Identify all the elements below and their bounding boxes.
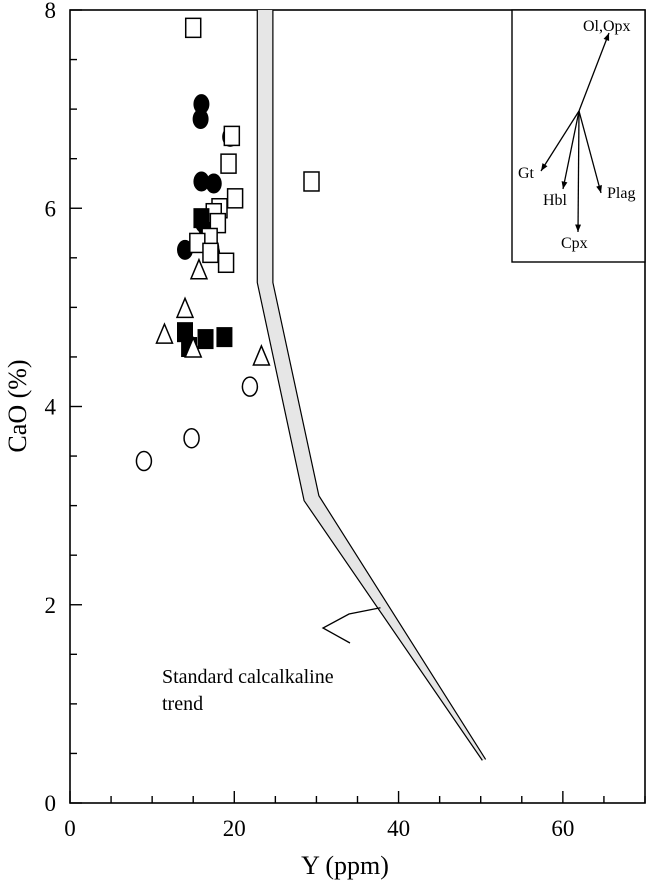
- open-square-point: [184, 17, 202, 39]
- x-axis-ticks: [69, 791, 646, 803]
- filled-circle-point: [192, 109, 209, 130]
- open-circle-point: [183, 427, 200, 449]
- inset-arrow-line: [540, 110, 580, 172]
- filled-square-point: [193, 208, 210, 229]
- inset-arrow-line: [577, 110, 580, 233]
- open-square-point: [220, 153, 237, 174]
- annotation-line-1: Standard calcalkaline: [162, 666, 334, 688]
- open-triangle-point: [189, 257, 209, 280]
- y-axis-title: CaO (%): [3, 359, 32, 452]
- open-triangle-point: [252, 344, 271, 366]
- inset-arrows: [540, 32, 610, 233]
- filled-square-point: [197, 329, 214, 350]
- x-tick-label: 0: [64, 816, 76, 841]
- x-tick-label: 20: [223, 816, 246, 841]
- inset-label-plag: Plag: [607, 185, 635, 202]
- inset-vector-diagram: Ol,Opx Gt Hbl Cpx Plag: [511, 9, 646, 263]
- x-tick-label: 40: [387, 816, 410, 841]
- data-points: [135, 17, 320, 472]
- inset-arrow-head: [541, 163, 548, 171]
- inset-arrow-line: [562, 110, 580, 190]
- open-circle-point: [241, 376, 259, 397]
- open-triangle-point: [175, 296, 195, 319]
- x-axis-tick-labels: 0 20 40 60: [64, 816, 574, 841]
- open-square-point: [303, 171, 320, 192]
- y-tick-label: 6: [45, 196, 57, 221]
- inset-label-gt: Gt: [518, 165, 535, 182]
- filled-circle-point: [205, 173, 222, 194]
- inset-arrow-head: [561, 181, 568, 189]
- open-square-point: [223, 125, 241, 147]
- filled-square-point: [216, 327, 233, 348]
- y-axis-ticks: [70, 9, 82, 804]
- x-axis-title: Y (ppm): [301, 851, 389, 880]
- inset-arrow-head: [596, 185, 602, 193]
- inset-arrow-line: [578, 32, 610, 112]
- y-axis-tick-labels: 0 2 4 6 8: [45, 0, 57, 816]
- inset-label-cpx: Cpx: [561, 235, 588, 252]
- trend-band-right-edge: [272, 10, 487, 760]
- inset-label-ol-opx: Ol,Opx: [583, 18, 631, 35]
- inset-label-hbl: Hbl: [543, 192, 568, 209]
- annotation-line-2: trend: [162, 693, 203, 715]
- inset-arrow-head: [575, 224, 582, 232]
- y-tick-label: 8: [45, 0, 57, 23]
- x-tick-label: 60: [551, 816, 574, 841]
- trend-band: [257, 10, 486, 761]
- annotation-pointer: [321, 607, 381, 644]
- y-tick-label: 2: [45, 593, 57, 618]
- open-square-point: [226, 188, 244, 209]
- open-triangle-point: [184, 336, 203, 358]
- y-tick-label: 0: [45, 791, 57, 816]
- inset-arrow-line: [578, 110, 602, 194]
- open-square-point: [202, 242, 219, 264]
- inset-arrow-head: [603, 33, 610, 41]
- trend-band-left-edge: [256, 10, 483, 761]
- open-triangle-point: [155, 322, 174, 344]
- open-square-point: [217, 252, 235, 274]
- y-tick-label: 4: [45, 395, 57, 420]
- open-circle-point: [135, 450, 153, 472]
